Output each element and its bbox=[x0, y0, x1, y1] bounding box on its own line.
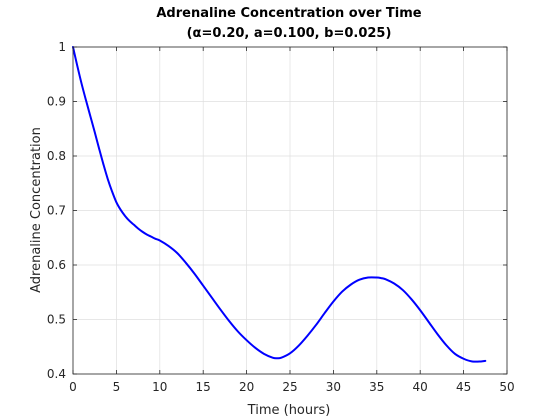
chart-subtitle: (α=0.20, a=0.100, b=0.025) bbox=[187, 26, 392, 41]
y-axis-label: Adrenaline Concentration bbox=[29, 127, 44, 293]
series-line bbox=[72, 46, 487, 363]
x-axis-label: Time (hours) bbox=[247, 403, 331, 418]
x-tick-label: 30 bbox=[326, 380, 341, 394]
series-layer bbox=[72, 46, 487, 363]
tick-marks bbox=[72, 46, 508, 375]
y-tick-label: 0.9 bbox=[47, 95, 66, 109]
y-tick-labels: 0.4 0.5 0.6 0.7 0.8 0.9 1 bbox=[47, 40, 66, 381]
y-tick-label: 1 bbox=[58, 40, 66, 54]
x-tick-label: 25 bbox=[282, 380, 297, 394]
y-tick-label: 0.8 bbox=[47, 149, 66, 163]
x-tick-label: 5 bbox=[113, 380, 121, 394]
y-tick-label: 0.6 bbox=[47, 258, 66, 272]
y-tick-label: 0.4 bbox=[47, 367, 66, 381]
chart-title: Adrenaline Concentration over Time bbox=[156, 6, 421, 21]
y-tick-label: 0.7 bbox=[47, 204, 66, 218]
x-tick-label: 40 bbox=[413, 380, 428, 394]
x-tick-label: 10 bbox=[152, 380, 167, 394]
x-tick-label: 0 bbox=[69, 380, 77, 394]
x-tick-label: 20 bbox=[239, 380, 254, 394]
x-tick-label: 50 bbox=[499, 380, 514, 394]
x-tick-labels: 0 5 10 15 20 25 30 35 40 45 50 bbox=[69, 380, 514, 394]
x-tick-label: 45 bbox=[456, 380, 471, 394]
x-tick-label: 15 bbox=[196, 380, 211, 394]
y-tick-label: 0.5 bbox=[47, 313, 66, 327]
x-tick-label: 35 bbox=[369, 380, 384, 394]
